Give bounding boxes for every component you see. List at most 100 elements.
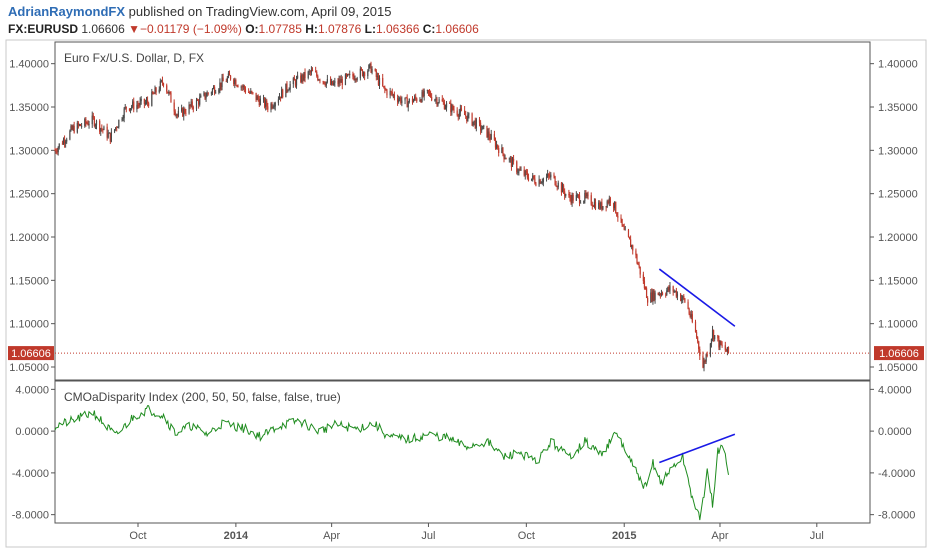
candle-body — [622, 224, 624, 227]
cmo-disparity-line — [54, 405, 729, 521]
candle-body — [87, 123, 89, 126]
publish-line: AdrianRaymondFX published on TradingView… — [8, 4, 391, 19]
candle-body — [237, 85, 239, 88]
candle-body — [352, 73, 354, 77]
candle-body — [218, 89, 220, 93]
candle-body — [665, 294, 667, 296]
candle-body — [502, 147, 504, 154]
candle-body — [354, 79, 356, 80]
candle-body — [651, 292, 653, 301]
candle-body — [688, 308, 690, 314]
candle-body — [562, 185, 565, 192]
candle-body — [101, 128, 103, 130]
candle-body — [721, 344, 723, 346]
candle-body — [577, 194, 580, 196]
price-y-tick-label-left: 1.15000 — [9, 275, 49, 287]
candle-body — [316, 72, 318, 77]
candle-body — [309, 71, 311, 73]
indicator-y-tick-label-left: 0.0000 — [15, 426, 49, 438]
candle-body — [262, 98, 265, 100]
candle-body — [258, 99, 260, 106]
candle-body — [538, 179, 540, 186]
candle-body — [435, 98, 437, 100]
candle-body — [229, 75, 232, 80]
candle-body — [457, 115, 459, 117]
candle-body — [614, 201, 616, 209]
candle-body — [601, 202, 603, 210]
candle-body — [412, 99, 415, 103]
candle-body — [406, 97, 408, 108]
high-label: H: — [305, 22, 318, 36]
candle-body — [285, 83, 287, 98]
price-pane[interactable] — [54, 41, 871, 381]
candle-body — [600, 202, 602, 209]
candle-body — [170, 92, 172, 103]
candle-body — [133, 101, 135, 110]
indicator-y-tick-label-left: -4.0000 — [12, 468, 49, 480]
candle-body — [139, 101, 141, 106]
candle-body — [315, 71, 317, 73]
candle-body — [325, 81, 327, 86]
candle-body — [76, 122, 78, 133]
candle-body — [348, 74, 350, 75]
low-value: 1.06366 — [376, 22, 420, 36]
candle-body — [241, 86, 243, 88]
candle-body — [344, 74, 347, 85]
candle-body — [308, 71, 310, 73]
candle-body — [450, 103, 452, 113]
candle-body — [78, 124, 81, 126]
candle-body — [638, 264, 640, 267]
candle-body — [519, 169, 521, 171]
candle-body — [518, 169, 520, 173]
price-y-tick-label-left: 1.30000 — [9, 145, 49, 157]
candle-body — [489, 137, 491, 140]
candle-body — [281, 89, 283, 99]
candle-body — [659, 294, 661, 295]
candle-body — [259, 98, 261, 106]
candle-body — [303, 71, 305, 80]
candle-body — [727, 347, 730, 353]
candle-body — [70, 126, 72, 131]
candle-body — [226, 77, 228, 82]
candle-body — [644, 288, 647, 289]
candle-body — [228, 73, 231, 76]
candle-body — [95, 120, 98, 126]
high-value: 1.07876 — [317, 22, 362, 36]
candle-body — [154, 87, 156, 94]
candle-body — [398, 99, 400, 102]
indicator-pane[interactable] — [54, 380, 871, 524]
candle-body — [213, 87, 216, 94]
candle-body — [572, 194, 574, 201]
candle-body — [606, 201, 608, 208]
candle-body — [647, 298, 649, 303]
price-y-tick-label-left: 1.05000 — [9, 362, 49, 374]
candle-body — [274, 102, 276, 107]
candle-body — [509, 158, 511, 160]
candle-body — [590, 195, 592, 205]
last-price-tag-right-text: 1.06606 — [879, 348, 919, 360]
x-tick-label: 2015 — [612, 530, 636, 542]
candle-body — [399, 97, 401, 100]
candle-body — [301, 74, 303, 82]
indicator-y-tick-label-left: 4.0000 — [15, 384, 49, 396]
candle-body — [56, 151, 58, 153]
indicator-y-axis-left: 4.0000 0.0000 -4.0000 -8.0000 — [12, 384, 55, 522]
candle-body — [375, 70, 377, 77]
candle-body — [361, 69, 364, 76]
candle-body — [271, 103, 273, 108]
candle-body — [145, 100, 148, 103]
x-tick-label: 2014 — [224, 530, 249, 542]
candle-body — [144, 102, 147, 104]
candle-body — [571, 194, 573, 204]
candle-body — [504, 158, 506, 160]
candle-body — [531, 178, 533, 181]
candle-body — [61, 143, 64, 145]
price-y-tick-label-right: 1.35000 — [878, 102, 918, 114]
author-link[interactable]: AdrianRaymondFX — [8, 4, 126, 19]
candle-body — [219, 82, 221, 90]
candle-body — [236, 85, 238, 87]
candle-body — [389, 91, 391, 96]
candle-body — [333, 82, 335, 86]
candle-body — [168, 91, 170, 94]
